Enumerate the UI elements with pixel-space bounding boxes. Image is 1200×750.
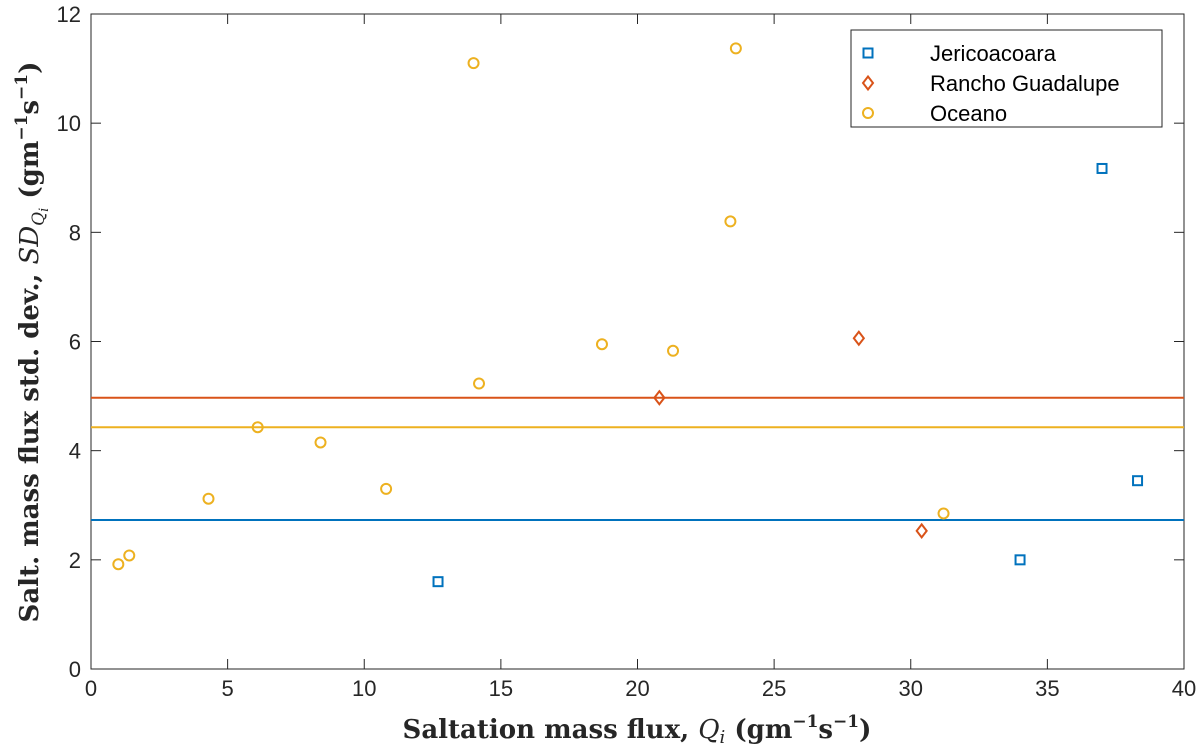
legend-label-rancho-guadalupe: Rancho Guadalupe [930, 71, 1120, 96]
data-point-oceano [595, 338, 608, 351]
data-point-jericoacoara [1096, 162, 1108, 174]
y-tick-label: 4 [69, 439, 81, 464]
x-tick-label: 15 [489, 676, 513, 701]
data-point-jericoacoara [1014, 554, 1026, 566]
x-tick-label: 35 [1035, 676, 1059, 701]
y-tick-label: 2 [69, 548, 81, 573]
data-point-oceano [473, 377, 486, 390]
x-tick-label: 25 [762, 676, 786, 701]
data-point-jericoacoara [1132, 475, 1144, 487]
data-point-oceano [314, 436, 327, 449]
y-axis-title: Salt. mass flux std. dev., SDQi (gm−1s−1… [12, 62, 52, 623]
data-point-jericoacoara [432, 576, 444, 588]
x-tick-label: 30 [899, 676, 923, 701]
data-point-oceano [729, 42, 742, 55]
y-axis-ticks: 0 2 4 6 8 10 12 [57, 2, 1184, 682]
legend-label-jericoacoara: Jericoacoara [930, 41, 1057, 66]
data-point-oceano [123, 549, 136, 562]
x-tick-label: 40 [1172, 676, 1196, 701]
x-tick-label: 5 [222, 676, 234, 701]
data-point-rancho-guadalupe [915, 522, 928, 540]
legend-marker-rancho-guadalupe [861, 74, 875, 92]
legend-marker-oceano [862, 107, 874, 119]
y-tick-label: 6 [69, 330, 81, 355]
data-point-oceano [202, 492, 215, 505]
y-tick-label: 10 [57, 111, 81, 136]
data-point-oceano [724, 215, 737, 228]
x-tick-label: 10 [352, 676, 376, 701]
data-point-rancho-guadalupe [653, 389, 666, 406]
x-axis-ticks: 0 5 10 15 20 25 30 35 40 [85, 14, 1196, 701]
legend-label-oceano: Oceano [930, 101, 1007, 126]
data-points [112, 42, 1144, 588]
y-tick-label: 12 [57, 2, 81, 27]
data-point-oceano [667, 344, 680, 357]
data-point-oceano [112, 558, 125, 571]
data-point-oceano [467, 57, 480, 70]
legend: Jericoacoara Rancho Guadalupe Oceano [850, 29, 1163, 128]
data-point-oceano [251, 421, 264, 434]
data-point-oceano [380, 482, 393, 495]
y-tick-label: 0 [69, 657, 81, 682]
data-point-oceano [937, 507, 950, 520]
x-axis-title: Saltation mass flux, Qi (gm−1s−1) [403, 712, 872, 748]
legend-marker-jericoacoara [862, 47, 874, 59]
legend-box [850, 29, 1163, 128]
mean-lines [91, 396, 1184, 521]
x-tick-label: 0 [85, 676, 97, 701]
data-point-rancho-guadalupe [852, 330, 866, 347]
y-tick-label: 8 [69, 220, 81, 245]
x-tick-label: 20 [625, 676, 649, 701]
